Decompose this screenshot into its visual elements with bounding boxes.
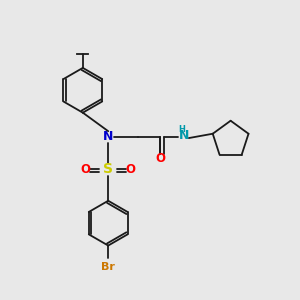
Text: H: H xyxy=(178,125,185,134)
Text: N: N xyxy=(103,130,113,143)
Text: O: O xyxy=(155,152,166,166)
Text: Br: Br xyxy=(101,262,115,272)
Text: N: N xyxy=(179,129,190,142)
Text: O: O xyxy=(126,163,136,176)
Text: S: S xyxy=(103,162,113,176)
Text: O: O xyxy=(81,163,91,176)
